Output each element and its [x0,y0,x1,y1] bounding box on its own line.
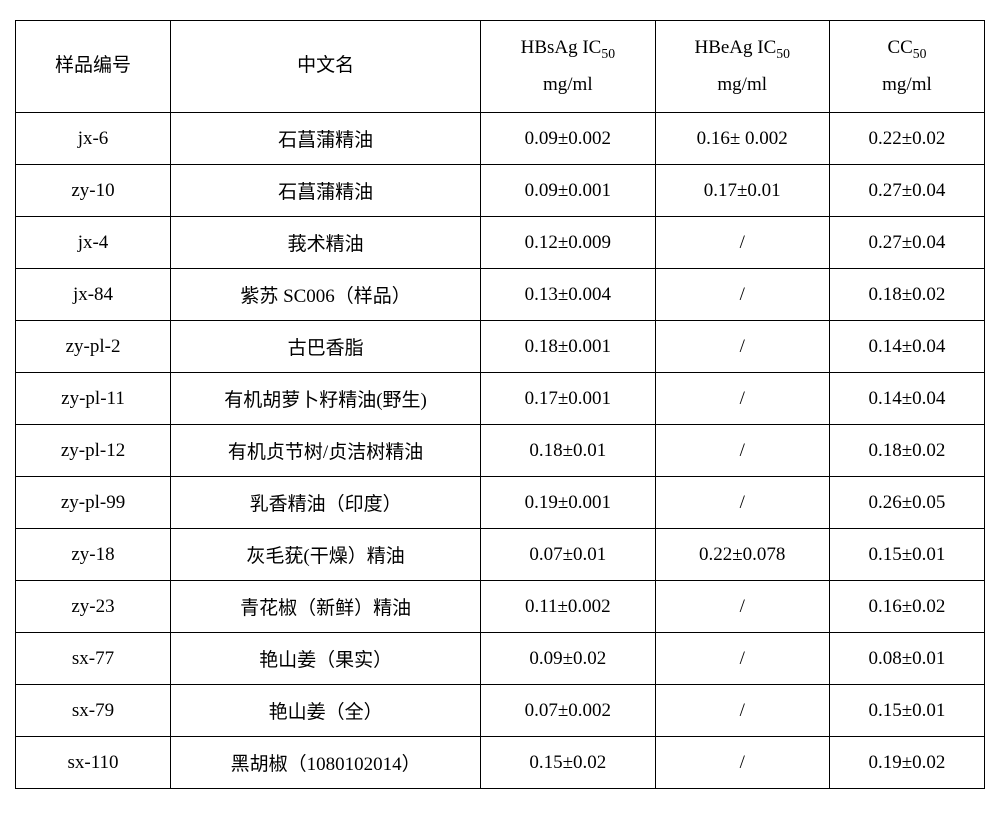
cell-hbs: 0.09±0.02 [481,633,655,685]
cell-id: zy-23 [16,581,171,633]
header-hbsag-label: HBsAg IC50 [485,30,650,66]
cell-cc: 0.14±0.04 [829,373,984,425]
cell-name: 黑胡椒（1080102014） [171,737,481,789]
cell-name: 艳山姜（全） [171,685,481,737]
cell-hbs: 0.07±0.01 [481,529,655,581]
cell-hbs: 0.18±0.01 [481,425,655,477]
cell-hbs: 0.07±0.002 [481,685,655,737]
cell-name: 艳山姜（果实） [171,633,481,685]
cell-id: zy-pl-99 [16,477,171,529]
cell-hbe: / [655,373,829,425]
table-row: jx-4莪术精油0.12±0.009/0.27±0.04 [16,217,985,269]
cell-name: 灰毛莸(干燥）精油 [171,529,481,581]
header-chinese-name-label: 中文名 [175,48,476,84]
cell-cc: 0.18±0.02 [829,425,984,477]
cell-name: 石菖蒲精油 [171,165,481,217]
cell-hbe: / [655,633,829,685]
cell-id: jx-84 [16,269,171,321]
cell-hbs: 0.15±0.02 [481,737,655,789]
header-sample-id: 样品编号 [16,21,171,113]
table-row: jx-6石菖蒲精油0.09±0.0020.16± 0.0020.22±0.02 [16,113,985,165]
data-table-container: 样品编号 中文名 HBsAg IC50 mg/ml HBeAg IC50 mg/… [15,20,985,789]
cell-name: 乳香精油（印度） [171,477,481,529]
cell-cc: 0.08±0.01 [829,633,984,685]
cell-id: jx-6 [16,113,171,165]
cell-name: 石菖蒲精油 [171,113,481,165]
cell-id: sx-79 [16,685,171,737]
cell-cc: 0.19±0.02 [829,737,984,789]
cell-hbs: 0.11±0.002 [481,581,655,633]
cell-hbs: 0.09±0.002 [481,113,655,165]
cell-id: zy-10 [16,165,171,217]
cell-hbs: 0.13±0.004 [481,269,655,321]
cell-name: 紫苏 SC006（样品） [171,269,481,321]
header-hbsag-unit: mg/ml [485,67,650,103]
cell-hbe: 0.17±0.01 [655,165,829,217]
data-table: 样品编号 中文名 HBsAg IC50 mg/ml HBeAg IC50 mg/… [15,20,985,789]
table-row: sx-79艳山姜（全）0.07±0.002/0.15±0.01 [16,685,985,737]
table-row: zy-18灰毛莸(干燥）精油0.07±0.010.22±0.0780.15±0.… [16,529,985,581]
table-row: jx-84紫苏 SC006（样品）0.13±0.004/0.18±0.02 [16,269,985,321]
cell-hbe: / [655,425,829,477]
header-cc50-unit: mg/ml [834,67,980,103]
cell-hbs: 0.09±0.001 [481,165,655,217]
header-hbeag-ic50: HBeAg IC50 mg/ml [655,21,829,113]
cell-cc: 0.15±0.01 [829,685,984,737]
cell-id: jx-4 [16,217,171,269]
table-row: sx-110黑胡椒（1080102014）0.15±0.02/0.19±0.02 [16,737,985,789]
cell-cc: 0.26±0.05 [829,477,984,529]
header-row: 样品编号 中文名 HBsAg IC50 mg/ml HBeAg IC50 mg/… [16,21,985,113]
cell-id: zy-18 [16,529,171,581]
cell-hbe: / [655,217,829,269]
cell-hbs: 0.17±0.001 [481,373,655,425]
cell-name: 古巴香脂 [171,321,481,373]
cell-cc: 0.27±0.04 [829,217,984,269]
header-sample-id-label: 样品编号 [20,48,166,84]
header-chinese-name: 中文名 [171,21,481,113]
cell-hbs: 0.12±0.009 [481,217,655,269]
cell-id: sx-77 [16,633,171,685]
table-row: sx-77艳山姜（果实）0.09±0.02/0.08±0.01 [16,633,985,685]
cell-name: 青花椒（新鲜）精油 [171,581,481,633]
cell-hbe: / [655,581,829,633]
cell-hbe: / [655,477,829,529]
table-head: 样品编号 中文名 HBsAg IC50 mg/ml HBeAg IC50 mg/… [16,21,985,113]
header-hbeag-unit: mg/ml [660,67,825,103]
table-row: zy-pl-99乳香精油（印度）0.19±0.001/0.26±0.05 [16,477,985,529]
table-row: zy-23青花椒（新鲜）精油0.11±0.002/0.16±0.02 [16,581,985,633]
cell-cc: 0.16±0.02 [829,581,984,633]
cell-hbs: 0.19±0.001 [481,477,655,529]
header-cc50-label: CC50 [834,30,980,66]
cell-hbe: / [655,685,829,737]
table-body: jx-6石菖蒲精油0.09±0.0020.16± 0.0020.22±0.02z… [16,113,985,789]
cell-name: 有机胡萝卜籽精油(野生) [171,373,481,425]
cell-hbe: / [655,737,829,789]
cell-name: 有机贞节树/贞洁树精油 [171,425,481,477]
cell-id: zy-pl-12 [16,425,171,477]
cell-hbe: 0.22±0.078 [655,529,829,581]
table-row: zy-pl-11有机胡萝卜籽精油(野生)0.17±0.001/0.14±0.04 [16,373,985,425]
table-row: zy-10石菖蒲精油0.09±0.0010.17±0.010.27±0.04 [16,165,985,217]
cell-hbs: 0.18±0.001 [481,321,655,373]
header-cc50: CC50 mg/ml [829,21,984,113]
cell-cc: 0.27±0.04 [829,165,984,217]
cell-cc: 0.15±0.01 [829,529,984,581]
cell-hbe: 0.16± 0.002 [655,113,829,165]
cell-id: zy-pl-11 [16,373,171,425]
cell-hbe: / [655,321,829,373]
cell-hbe: / [655,269,829,321]
cell-cc: 0.14±0.04 [829,321,984,373]
header-hbsag-ic50: HBsAg IC50 mg/ml [481,21,655,113]
header-hbeag-label: HBeAg IC50 [660,30,825,66]
cell-name: 莪术精油 [171,217,481,269]
cell-cc: 0.18±0.02 [829,269,984,321]
cell-cc: 0.22±0.02 [829,113,984,165]
table-row: zy-pl-12有机贞节树/贞洁树精油0.18±0.01/0.18±0.02 [16,425,985,477]
cell-id: zy-pl-2 [16,321,171,373]
table-row: zy-pl-2古巴香脂0.18±0.001/0.14±0.04 [16,321,985,373]
cell-id: sx-110 [16,737,171,789]
